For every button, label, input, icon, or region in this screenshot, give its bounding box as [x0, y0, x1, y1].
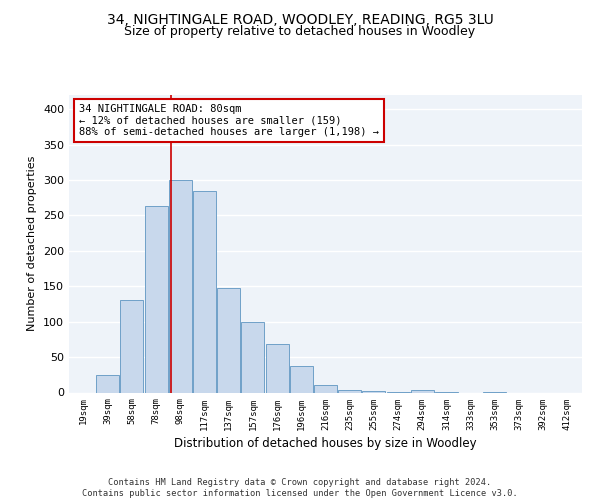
X-axis label: Distribution of detached houses by size in Woodley: Distribution of detached houses by size …: [174, 436, 477, 450]
Bar: [314, 386, 337, 392]
Bar: [217, 288, 240, 393]
Bar: [411, 390, 434, 392]
Bar: [145, 206, 167, 392]
Bar: [193, 190, 216, 392]
Text: 34 NIGHTINGALE ROAD: 80sqm
← 12% of detached houses are smaller (159)
88% of sem: 34 NIGHTINGALE ROAD: 80sqm ← 12% of deta…: [79, 104, 379, 137]
Bar: [290, 366, 313, 392]
Bar: [96, 375, 119, 392]
Bar: [121, 300, 143, 392]
Bar: [362, 391, 385, 392]
Y-axis label: Number of detached properties: Number of detached properties: [28, 156, 37, 332]
Text: Contains HM Land Registry data © Crown copyright and database right 2024.
Contai: Contains HM Land Registry data © Crown c…: [82, 478, 518, 498]
Bar: [241, 322, 265, 392]
Bar: [338, 390, 361, 392]
Bar: [266, 344, 289, 393]
Text: 34, NIGHTINGALE ROAD, WOODLEY, READING, RG5 3LU: 34, NIGHTINGALE ROAD, WOODLEY, READING, …: [107, 12, 493, 26]
Text: Size of property relative to detached houses in Woodley: Size of property relative to detached ho…: [124, 25, 476, 38]
Bar: [169, 180, 192, 392]
